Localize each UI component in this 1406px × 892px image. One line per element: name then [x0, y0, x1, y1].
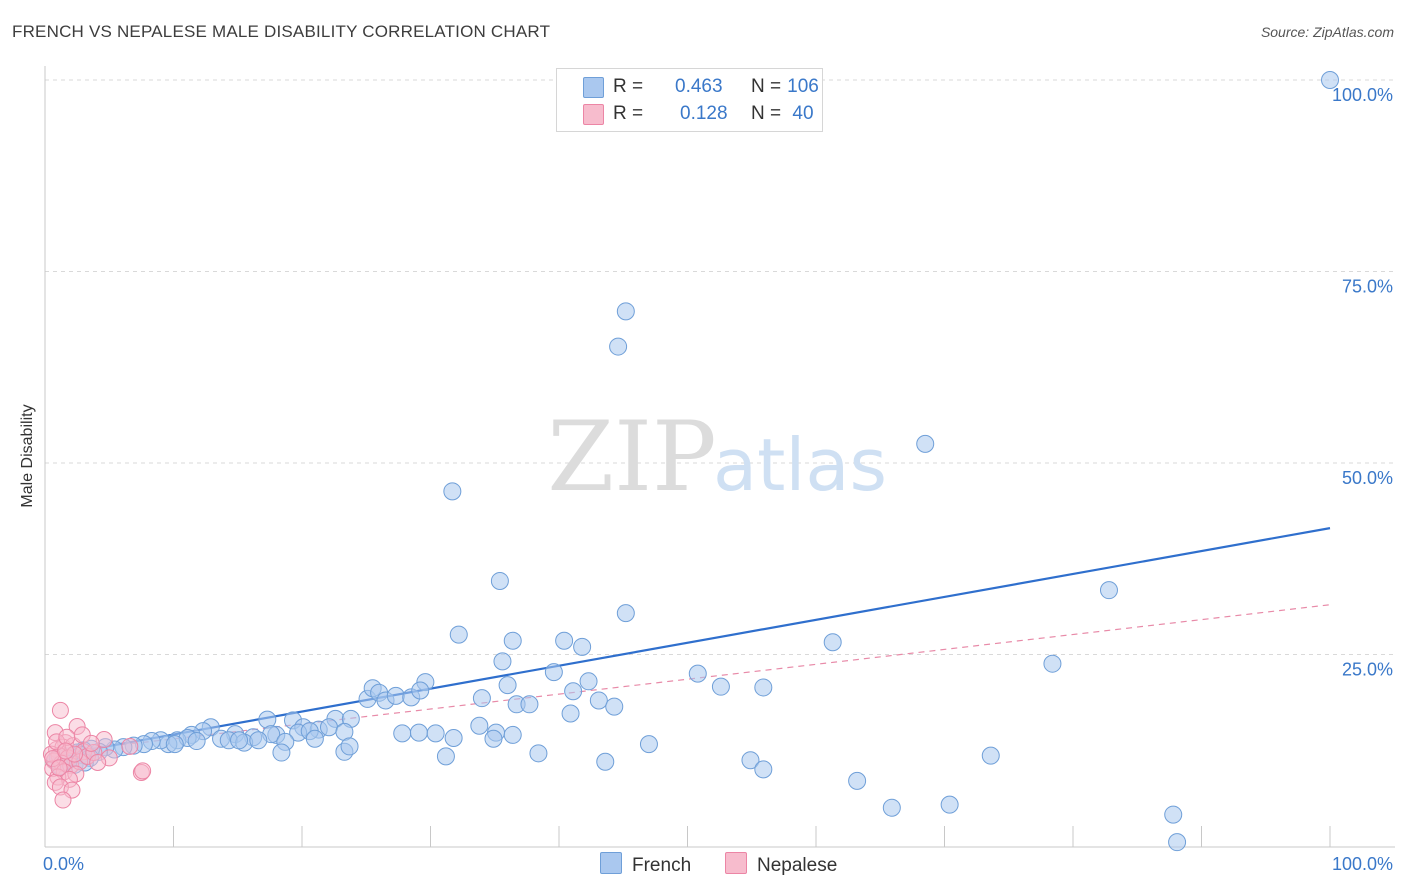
- nepalese-legend-swatch: [725, 852, 747, 874]
- french-point: [544, 663, 563, 682]
- french-point: [443, 482, 462, 501]
- watermark: ZIP atlas: [547, 401, 887, 513]
- french-point: [711, 677, 730, 696]
- nepalese-point: [134, 762, 152, 780]
- y-tick-label: 75.0%: [1342, 277, 1393, 297]
- source-label: Source: ZipAtlas.com: [1260, 24, 1394, 40]
- french-point: [409, 723, 428, 742]
- watermark-zip: ZIP: [547, 401, 716, 513]
- french-point: [848, 771, 867, 790]
- french-point: [498, 676, 517, 695]
- french-point: [688, 664, 707, 683]
- french-point: [411, 681, 430, 700]
- french-point: [520, 695, 539, 714]
- french-point: [596, 752, 615, 771]
- french-point: [230, 731, 249, 750]
- french-point: [564, 682, 583, 701]
- french-point: [484, 729, 503, 748]
- french-point: [436, 747, 455, 766]
- trend-lines: [55, 527, 1331, 757]
- correlation-legend: R = 0.463 N = 106 R = 0.128 N = 40: [556, 68, 823, 132]
- french-point: [503, 725, 522, 744]
- french-point: [444, 728, 463, 747]
- nepalese-swatch: [583, 104, 604, 125]
- french-point: [386, 686, 405, 705]
- french-point: [1099, 581, 1118, 600]
- french-point: [493, 652, 512, 671]
- nepalese-r-label: R =: [613, 103, 644, 124]
- french-point: [340, 737, 359, 756]
- data-points: [42, 71, 1339, 852]
- watermark-atlas: atlas: [713, 423, 887, 507]
- french-point: [823, 633, 842, 652]
- french-n-value: 106: [787, 76, 819, 97]
- french-legend-label: French: [632, 855, 692, 876]
- french-point: [1321, 71, 1339, 89]
- french-swatch: [583, 77, 604, 98]
- french-point: [981, 746, 1000, 765]
- french-point: [472, 689, 491, 708]
- nepalese-point: [89, 754, 107, 772]
- french-point: [639, 735, 658, 754]
- x-tick-label: 0.0%: [43, 854, 84, 874]
- french-point: [561, 704, 580, 723]
- grid-lines: [45, 79, 1395, 655]
- french-point: [1043, 654, 1062, 673]
- french-point: [882, 798, 901, 817]
- tick-labels: 100.0% 75.0% 50.0% 25.0% 0.0% 100.0%: [43, 85, 1393, 874]
- nepalese-n-value: 40: [792, 103, 814, 124]
- nepalese-point: [50, 759, 68, 777]
- french-point: [426, 724, 445, 743]
- french-point: [305, 729, 324, 748]
- nepalese-r-value: 0.128: [680, 103, 728, 124]
- french-point: [940, 795, 959, 814]
- french-point: [616, 604, 635, 623]
- french-r-label: R =: [613, 76, 644, 97]
- french-point: [249, 731, 268, 750]
- y-tick-label: 100.0%: [1332, 85, 1393, 105]
- french-point: [589, 691, 608, 710]
- french-point: [393, 724, 412, 743]
- french-r-value: 0.463: [675, 76, 723, 97]
- french-point: [754, 760, 773, 779]
- french-point: [272, 743, 291, 762]
- nepalese-point: [54, 791, 72, 809]
- french-point: [616, 302, 635, 321]
- french-point: [503, 631, 522, 650]
- y-tick-label: 50.0%: [1342, 468, 1393, 488]
- french-point: [741, 751, 760, 770]
- french-n-label: N =: [751, 76, 782, 97]
- legend-item-french[interactable]: French: [600, 852, 691, 877]
- nepalese-n-label: N =: [751, 103, 782, 124]
- french-point: [605, 697, 624, 716]
- french-point: [529, 744, 548, 763]
- french-point: [187, 732, 206, 751]
- french-point: [1168, 833, 1187, 852]
- french-point: [490, 571, 509, 590]
- french-point: [609, 337, 628, 356]
- french-trend-line: [55, 527, 1331, 757]
- french-point: [579, 672, 598, 691]
- x-tick-label: 100.0%: [1332, 854, 1393, 874]
- nepalese-legend-label: Nepalese: [757, 855, 838, 876]
- french-point: [916, 434, 935, 453]
- french-point: [1164, 805, 1183, 824]
- french-legend-swatch: [600, 852, 622, 874]
- french-point: [754, 678, 773, 697]
- french-point: [319, 718, 338, 737]
- french-point: [449, 625, 468, 644]
- french-point: [555, 631, 574, 650]
- chart-title: FRENCH VS NEPALESE MALE DISABILITY CORRE…: [12, 22, 551, 41]
- french-point: [470, 716, 489, 735]
- legend-item-nepalese[interactable]: Nepalese: [725, 852, 837, 877]
- french-point: [165, 735, 184, 754]
- nepalese-point: [121, 737, 139, 755]
- nepalese-point: [51, 701, 69, 719]
- french-point: [573, 637, 592, 656]
- nepalese-point: [57, 742, 75, 760]
- nepalese-point: [82, 734, 100, 752]
- y-tick-label: 25.0%: [1342, 660, 1393, 680]
